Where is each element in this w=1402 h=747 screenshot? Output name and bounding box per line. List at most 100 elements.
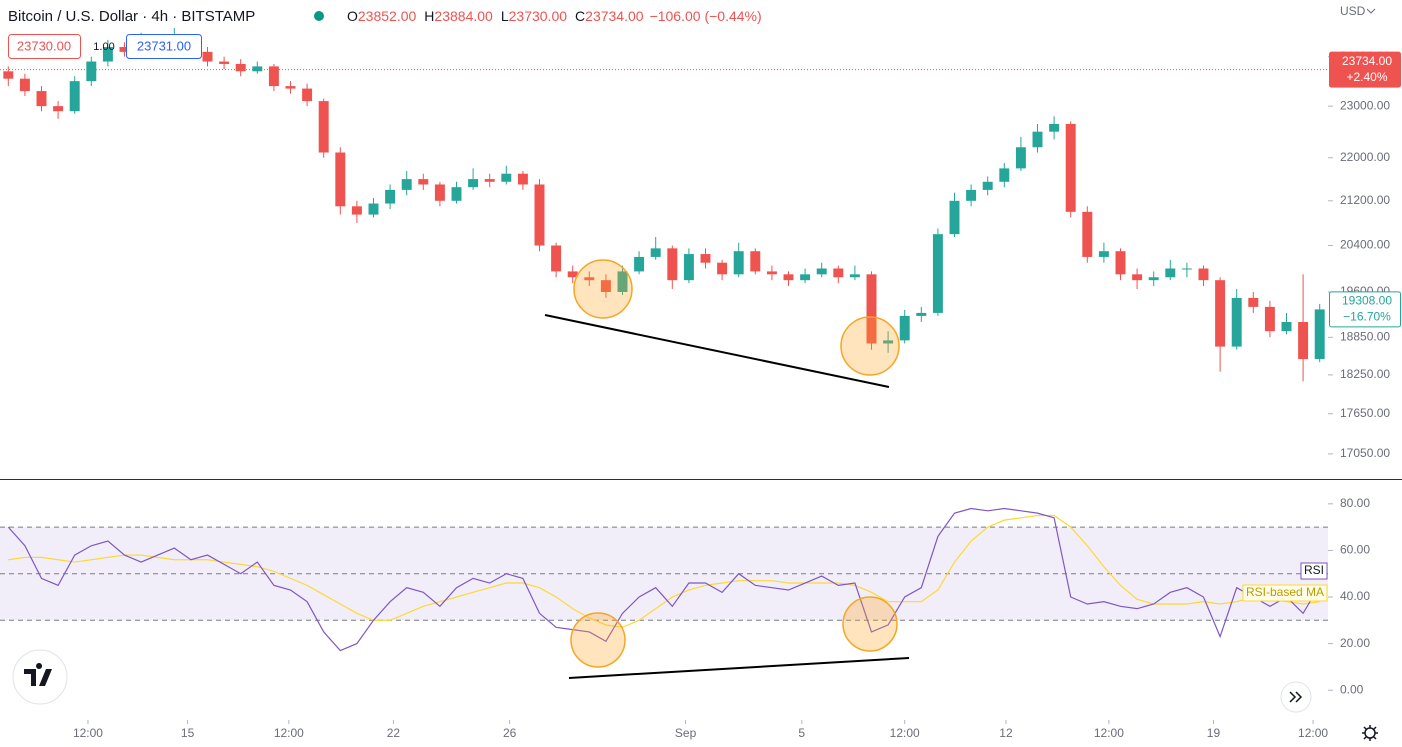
sell-button[interactable] [8,34,81,59]
buy-button[interactable] [126,34,202,59]
candle-body [982,181,993,190]
candle-body [3,71,14,79]
candle-body [501,173,512,182]
settings-icon-teeth[interactable] [1362,725,1378,741]
highlight-circle [573,259,633,319]
settings-icon[interactable] [1364,727,1376,739]
x-tick-label: 15 [181,726,195,740]
candle-body [783,274,794,281]
x-tick-label: 12:00 [1094,726,1124,740]
candle-body [401,179,412,190]
candle-body [717,262,728,275]
candle-body [667,248,678,281]
candle-body [368,203,379,215]
logo-mark [24,663,52,686]
candle-body [434,184,445,201]
candle-body [833,268,844,278]
candle-body [733,251,744,275]
highlight-circle [840,316,900,376]
currency-chevron [1366,8,1376,14]
legend-tag-box [1242,584,1328,602]
y-tick-label: 21200.00 [1340,193,1390,207]
candle-body [551,245,562,272]
ohlc-key: L [501,8,509,24]
trend-line [544,314,890,388]
candle-body [916,312,927,316]
change: −106.00 (−0.44%) [650,8,762,24]
buy-price[interactable]: 23731.00 [137,38,191,53]
y-tick-label: 18850.00 [1340,329,1390,343]
candle-body [1298,321,1309,360]
candle-body [451,187,462,201]
sell-price[interactable]: 23730.00 [17,38,71,53]
y-tick-label: 18250.00 [1340,367,1390,381]
candle-body [102,47,113,62]
y-tick-label: 17050.00 [1340,446,1390,460]
legend-tag: RSI [1304,563,1324,577]
ohlc-key: H [424,8,434,24]
y-tick-label: 20.00 [1340,636,1370,650]
ohlc-value: 23730.00 [509,8,568,24]
candle-body [1082,211,1093,257]
candle-body [650,248,661,257]
candle-body [1065,123,1076,212]
annotations [544,259,910,679]
candle-body [202,51,213,62]
price-tag [1329,291,1401,328]
logo [12,649,68,705]
price-tag [1329,51,1401,88]
candle-body [19,78,30,92]
candle-body [1165,268,1176,278]
ohlc: O23852.00 H23884.00 L23730.00 C23734.00 −106… [347,8,762,24]
trend-line [568,657,910,679]
candle-body [119,47,130,52]
candle-body [1015,147,1026,169]
x-tick-label: 5 [798,726,805,740]
candle-body [634,256,645,272]
x-tick-label: Sep [675,726,697,740]
candle-body [418,179,429,185]
candle-body [268,66,279,87]
ohlc-value: 23852.00 [358,8,417,24]
y-tick-label: 40.00 [1340,589,1370,603]
candle-body [468,179,479,188]
header: Bitcoin / U.S. Dollar · 4h · BITSTAMP O2… [8,4,1376,59]
y-tick-label: 23000.00 [1340,98,1390,112]
candle-body [335,152,346,207]
ohlc-key: O [347,8,358,24]
candle-body [1032,131,1043,148]
candle-body [385,189,396,204]
candle-body [351,206,362,215]
y-tick-label: 0.00 [1340,682,1364,696]
candle-body [534,184,545,246]
y-tick-label: 60.00 [1340,543,1370,557]
highlight-circle [842,596,898,652]
x-tick-label: 12:00 [274,726,304,740]
ohlc-value: 23734.00 [585,8,644,24]
price-tag-label: 23734.00 [1342,54,1392,68]
price-tag-change: +2.40% [1346,70,1387,84]
candle-body [899,315,910,341]
price-tag-label: 19308.00 [1342,294,1392,308]
candle-body [517,173,528,185]
candle-body [1049,123,1060,132]
candle-body [86,61,97,82]
candle-body [252,66,263,72]
y-tick-label: 20400.00 [1340,238,1390,252]
candle-body [1314,309,1325,360]
candle-body [1181,268,1192,270]
candle-body [302,88,313,102]
legend-tag-box [1300,562,1328,580]
candle-body [219,61,230,64]
candle-body [1215,280,1226,347]
candle-body [1132,274,1143,281]
price-tag-change: −16.70% [1343,310,1391,324]
x-tick-label: 26 [503,726,517,740]
spread: 1.00 [93,41,114,53]
candle-body [766,271,777,275]
y-tick-label: 80.00 [1340,496,1370,510]
candle-body [1198,268,1209,281]
currency[interactable]: USD [1340,4,1366,18]
candle-body [999,168,1010,182]
scroll-icon[interactable] [1289,691,1303,703]
